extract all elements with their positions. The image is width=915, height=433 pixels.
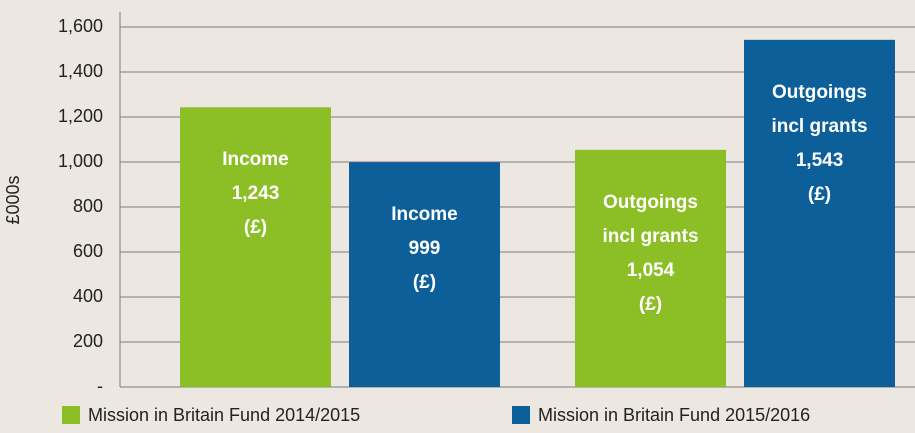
bar-category: Income	[222, 149, 289, 171]
y-tick-label: -	[97, 376, 103, 396]
bar-unit: (£)	[412, 272, 437, 294]
bar	[744, 39, 895, 387]
bar-label: Income 1,243 (£)	[193, 143, 318, 245]
y-axis-label: £000s	[3, 175, 23, 224]
legend-label: Mission in Britain Fund 2015/2016	[538, 405, 810, 425]
bar-category: Outgoings incl grants	[602, 191, 699, 247]
bar-label: Income 999 (£)	[362, 198, 487, 300]
bar-label: Outgoings incl grants 1,054 (£)	[588, 186, 713, 322]
bar	[180, 107, 331, 387]
bar	[349, 162, 500, 387]
y-tick-label: 1,400	[58, 61, 103, 81]
legend-label: Mission in Britain Fund 2014/2015	[88, 405, 360, 425]
y-tick-label: 1,600	[58, 16, 103, 36]
bar-category: Income	[391, 204, 458, 226]
y-tick-label: 1,000	[58, 151, 103, 171]
bar-label: Outgoings incl grants 1,543 (£)	[757, 76, 882, 212]
y-tick-label: 600	[73, 241, 103, 261]
bar-value: 1,054	[626, 259, 675, 281]
legend-swatch	[512, 406, 530, 424]
y-tick-label: 1,200	[58, 106, 103, 126]
y-tick-label: 800	[73, 196, 103, 216]
bar	[575, 149, 726, 387]
bar-unit: (£)	[807, 183, 832, 205]
bar-value: 1,543	[795, 149, 844, 171]
bar-unit: (£)	[243, 217, 268, 239]
bar-unit: (£)	[638, 293, 663, 315]
y-tick-label: 200	[73, 331, 103, 351]
bar-value: 1,243	[231, 183, 280, 205]
bar-category: Outgoings incl grants	[771, 81, 868, 137]
y-tick-label: 400	[73, 286, 103, 306]
bar-value: 999	[408, 238, 441, 260]
legend-swatch	[62, 406, 80, 424]
